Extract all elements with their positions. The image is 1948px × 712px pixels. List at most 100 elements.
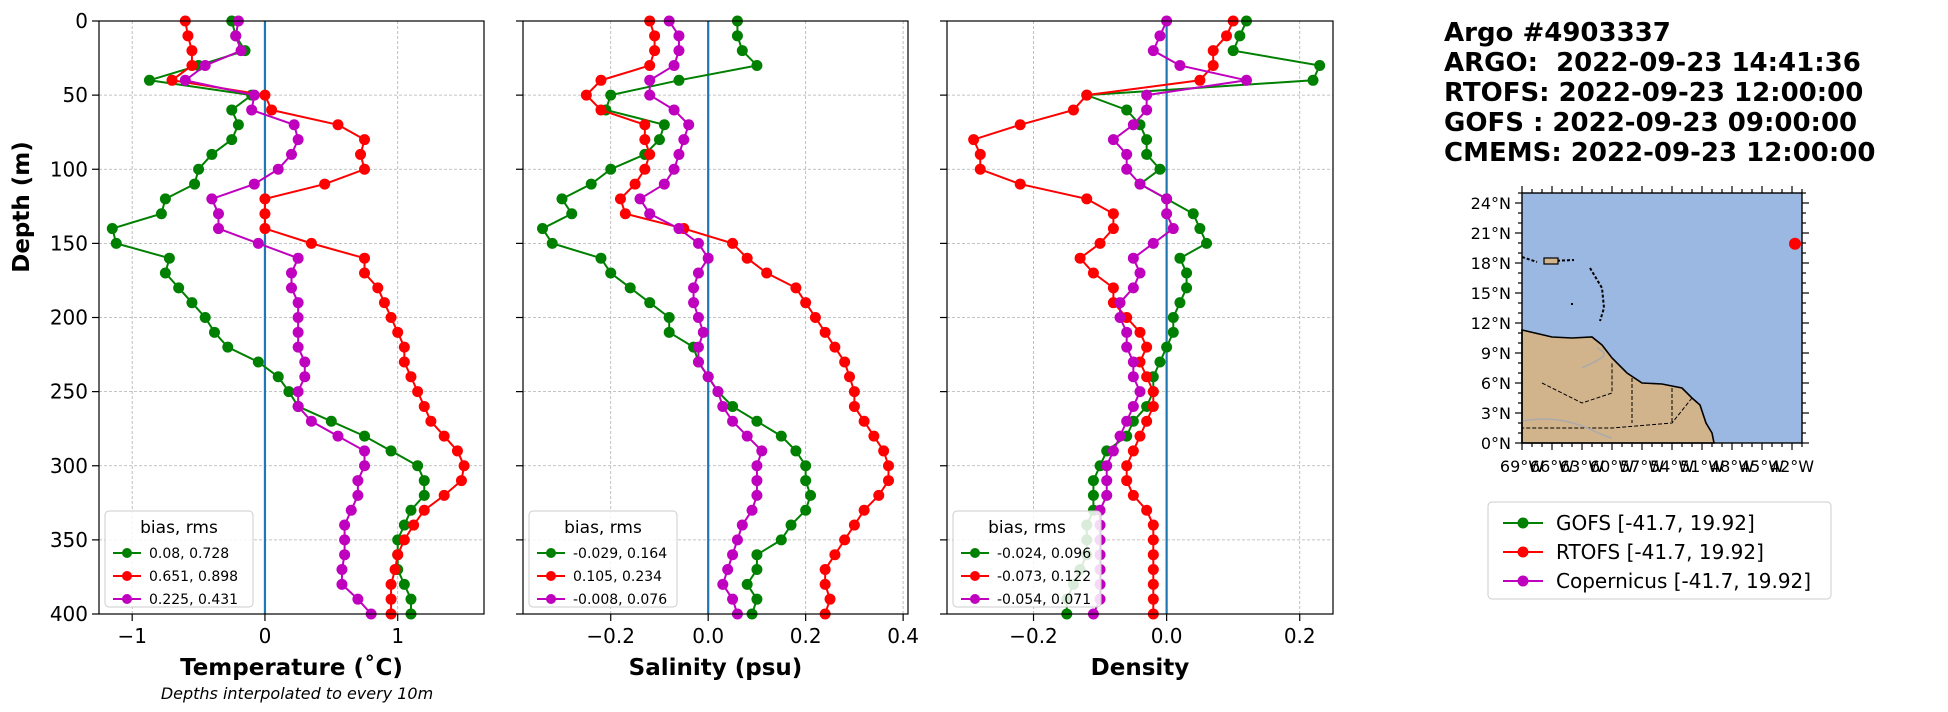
x-tick-label: 0.4 <box>887 624 919 648</box>
data-point-copernicus <box>1167 223 1179 235</box>
data-point-copernicus <box>1121 341 1133 353</box>
data-point-rtofs <box>1221 30 1233 42</box>
data-point-rtofs <box>385 578 397 590</box>
data-point-rtofs <box>824 593 836 605</box>
data-point-gofs <box>222 341 234 353</box>
data-point-rtofs <box>182 30 194 42</box>
data-point-rtofs <box>398 534 410 546</box>
lon-tick-label: 63°W <box>1560 457 1604 476</box>
model-legend-frame <box>1487 501 1832 600</box>
x-tick-label: 1 <box>391 624 404 648</box>
y-tick-label: 200 <box>50 306 88 330</box>
data-point-gofs <box>741 578 753 590</box>
data-point-copernicus <box>248 89 260 101</box>
model-legend-marker-copernicus <box>1517 575 1529 587</box>
panel-legend-frame <box>528 510 678 608</box>
data-point-gofs <box>673 74 685 86</box>
data-point-rtofs <box>266 104 278 116</box>
data-point-gofs <box>110 237 122 249</box>
x-tick-label: 0.0 <box>1151 624 1183 648</box>
data-point-copernicus <box>299 356 311 368</box>
y-axis-label: Depth (m) <box>9 141 35 273</box>
panel-legend: bias, rms -0.024, 0.096 -0.073, 0.122 -0.05… <box>952 510 1102 608</box>
data-point-gofs <box>751 549 763 561</box>
header-line-gofs-time: GOFS : 2022-09-23 09:00:00 <box>1444 108 1857 138</box>
y-tick-label: 350 <box>50 528 88 552</box>
data-point-rtofs <box>883 475 895 487</box>
data-point-gofs <box>595 252 607 264</box>
data-point-rtofs <box>392 326 404 338</box>
panel-legend-marker-rtofs <box>546 571 556 581</box>
data-point-rtofs <box>1147 564 1159 576</box>
lat-tick-label: 15°N <box>1471 284 1511 303</box>
data-point-gofs <box>163 252 175 264</box>
data-point-copernicus <box>235 45 247 57</box>
data-point-rtofs <box>1107 223 1119 235</box>
data-point-gofs <box>805 489 817 501</box>
data-point-rtofs <box>385 593 397 605</box>
data-point-rtofs <box>1121 475 1133 487</box>
data-point-rtofs <box>595 104 607 116</box>
panel-legend-marker-gofs <box>546 548 556 558</box>
data-point-copernicus <box>336 564 348 576</box>
data-point-rtofs <box>259 223 271 235</box>
data-point-copernicus <box>1114 430 1126 442</box>
x-tick-label: −0.2 <box>586 624 635 648</box>
data-point-rtofs <box>614 193 626 205</box>
lat-tick-label: 24°N <box>1471 194 1511 213</box>
data-point-copernicus <box>673 148 685 160</box>
data-point-copernicus <box>722 564 734 576</box>
data-point-copernicus <box>332 430 344 442</box>
y-tick-label: 400 <box>50 602 88 626</box>
data-point-copernicus <box>717 578 729 590</box>
country-borders <box>1522 363 1693 429</box>
lat-tick-label: 9°N <box>1481 344 1511 363</box>
data-point-copernicus <box>1127 356 1139 368</box>
data-point-copernicus <box>1147 45 1159 57</box>
panel-legend-marker-copernicus <box>970 594 980 604</box>
data-point-gofs <box>1087 475 1099 487</box>
y-tick-label: 0 <box>75 9 88 33</box>
data-point-gofs <box>252 356 264 368</box>
data-point-rtofs <box>649 45 661 57</box>
data-point-copernicus <box>1101 460 1113 472</box>
data-point-gofs <box>1174 252 1186 264</box>
header-line-argo-id: Argo #4903337 <box>1444 18 1671 48</box>
header-line-rtofs-time: RTOFS: 2022-09-23 12:00:00 <box>1444 78 1863 108</box>
data-point-copernicus <box>292 297 304 309</box>
data-point-copernicus <box>692 341 704 353</box>
data-point-gofs <box>653 134 665 146</box>
data-point-rtofs <box>727 237 739 249</box>
data-point-rtofs <box>1147 534 1159 546</box>
data-point-gofs <box>405 593 417 605</box>
data-point-copernicus <box>644 208 656 220</box>
data-point-copernicus <box>673 223 685 235</box>
data-point-gofs <box>800 460 812 472</box>
data-point-gofs <box>644 297 656 309</box>
data-point-copernicus <box>352 489 364 501</box>
data-point-gofs <box>412 460 424 472</box>
data-point-copernicus <box>1134 178 1146 190</box>
panel-legend-frame <box>952 510 1102 608</box>
lon-tick-label: 54°W <box>1650 457 1694 476</box>
data-point-gofs <box>605 267 617 279</box>
panel-legend: bias, rms -0.029, 0.164 0.105, 0.234 -0.008… <box>528 510 678 608</box>
x-tick-label: −0.2 <box>1009 624 1058 648</box>
data-point-copernicus <box>692 237 704 249</box>
data-point-gofs <box>546 237 558 249</box>
lon-tick-label: 66°W <box>1530 457 1574 476</box>
data-point-rtofs <box>848 386 860 398</box>
data-point-rtofs <box>1081 193 1093 205</box>
data-point-copernicus <box>212 223 224 235</box>
data-point-gofs <box>199 312 211 323</box>
data-point-copernicus <box>668 163 680 175</box>
data-point-gofs <box>159 193 171 205</box>
data-point-rtofs <box>844 371 856 383</box>
x-tick-label: 0 <box>259 624 272 648</box>
data-point-rtofs <box>412 386 424 398</box>
data-point-copernicus <box>644 89 656 101</box>
data-point-gofs <box>1167 312 1179 323</box>
data-point-rtofs <box>1121 460 1133 472</box>
data-point-rtofs <box>259 193 271 205</box>
argo-location-marker <box>1789 237 1801 250</box>
